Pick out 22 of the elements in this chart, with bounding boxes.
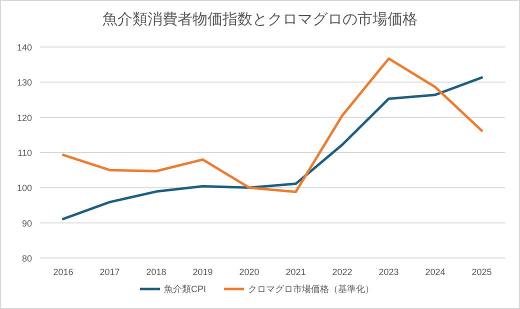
y-tick-label: 100 (16, 183, 32, 194)
x-tick-label: 2023 (378, 267, 399, 277)
legend-label: 魚介類CPI (164, 284, 206, 294)
y-tick-label: 140 (16, 42, 32, 52)
x-tick-label: 2022 (332, 267, 352, 277)
x-tick-label: 2021 (286, 267, 306, 277)
y-tick-label: 110 (18, 148, 32, 158)
x-tick-label: 2025 (472, 267, 492, 277)
line-series (62, 76, 483, 220)
legend-label: クロマグロ市場価格（基準化） (248, 284, 374, 294)
line-series (62, 57, 483, 194)
y-tick-label: 130 (16, 78, 32, 88)
x-tick-label: 2018 (146, 267, 166, 277)
x-tick-label: 2024 (425, 267, 446, 277)
x-tick-label: 2017 (100, 267, 120, 277)
x-tick-label: 2019 (192, 267, 213, 277)
y-tick-label: 80 (22, 254, 32, 264)
x-tick-label: 2020 (239, 267, 260, 277)
y-tick-label: 90 (22, 218, 32, 228)
chart-title: 魚介類消費者物価指数とクロマグロの市場価格 (102, 11, 418, 28)
y-tick-label: 120 (16, 112, 32, 123)
x-tick-label: 2016 (53, 267, 74, 277)
